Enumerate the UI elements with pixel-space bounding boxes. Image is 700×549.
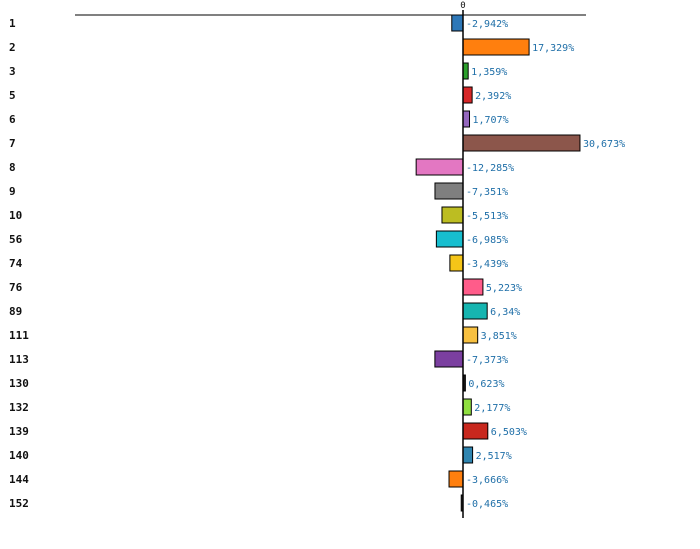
bar bbox=[462, 134, 581, 152]
value-label: -7,351% bbox=[466, 187, 508, 198]
bar bbox=[449, 254, 464, 272]
category-label: 139 bbox=[9, 425, 29, 438]
category-label: 111 bbox=[9, 329, 29, 342]
zero-tick-label: 0 bbox=[460, 1, 465, 11]
bar bbox=[441, 206, 464, 224]
category-label: 1 bbox=[9, 17, 16, 30]
value-label: 1,359% bbox=[471, 67, 507, 78]
category-label: 56 bbox=[9, 233, 23, 246]
category-label: 113 bbox=[9, 353, 29, 366]
value-label: -12,285% bbox=[466, 163, 514, 174]
value-label: 5,223% bbox=[486, 283, 522, 294]
category-label: 9 bbox=[9, 185, 16, 198]
value-label: -0,465% bbox=[466, 499, 508, 510]
value-label: -3,439% bbox=[466, 259, 508, 270]
value-label: 1,707% bbox=[473, 115, 509, 126]
bar bbox=[462, 110, 471, 128]
value-label: 2,517% bbox=[476, 451, 512, 462]
bar bbox=[435, 230, 464, 248]
bar bbox=[434, 350, 464, 368]
bar bbox=[462, 302, 488, 320]
category-label: 5 bbox=[9, 89, 16, 102]
bar bbox=[434, 182, 464, 200]
bar-rows: 1 -2,942% 2 17,329% 3 1,359% 5 2,392% 6 1,707% 7 30… bbox=[9, 14, 625, 512]
value-label: -6,985% bbox=[466, 235, 508, 246]
bar bbox=[451, 14, 464, 32]
bar bbox=[462, 86, 473, 104]
category-label: 130 bbox=[9, 377, 29, 390]
value-label: 3,851% bbox=[481, 331, 517, 342]
value-label: 6,503% bbox=[491, 427, 527, 438]
value-label: -3,666% bbox=[466, 475, 508, 486]
bar bbox=[462, 326, 479, 344]
value-label: 2,177% bbox=[474, 403, 510, 414]
value-label: 2,392% bbox=[475, 91, 511, 102]
value-label: 6,34% bbox=[490, 307, 520, 318]
value-label: 17,329% bbox=[532, 43, 574, 54]
value-label: -5,513% bbox=[466, 211, 508, 222]
category-label: 132 bbox=[9, 401, 29, 414]
bar bbox=[415, 158, 464, 176]
value-label: 30,673% bbox=[583, 139, 625, 150]
category-label: 74 bbox=[9, 257, 23, 270]
category-label: 89 bbox=[9, 305, 22, 318]
bar bbox=[462, 446, 474, 464]
bar bbox=[462, 38, 530, 56]
category-label: 8 bbox=[9, 161, 16, 174]
category-label: 6 bbox=[9, 113, 16, 126]
category-label: 2 bbox=[9, 41, 16, 54]
category-label: 140 bbox=[9, 449, 29, 462]
bar bbox=[462, 278, 484, 296]
value-label: -2,942% bbox=[466, 19, 508, 30]
value-label: -7,373% bbox=[466, 355, 508, 366]
category-label: 7 bbox=[9, 137, 16, 150]
bar bbox=[462, 422, 489, 440]
category-label: 10 bbox=[9, 209, 22, 222]
category-label: 76 bbox=[9, 281, 23, 294]
bar bbox=[448, 470, 464, 488]
category-label: 3 bbox=[9, 65, 16, 78]
category-label: 152 bbox=[9, 497, 29, 510]
bar bbox=[462, 62, 469, 80]
bar bbox=[462, 398, 472, 416]
value-label: 0,623% bbox=[468, 379, 504, 390]
category-label: 144 bbox=[9, 473, 29, 486]
